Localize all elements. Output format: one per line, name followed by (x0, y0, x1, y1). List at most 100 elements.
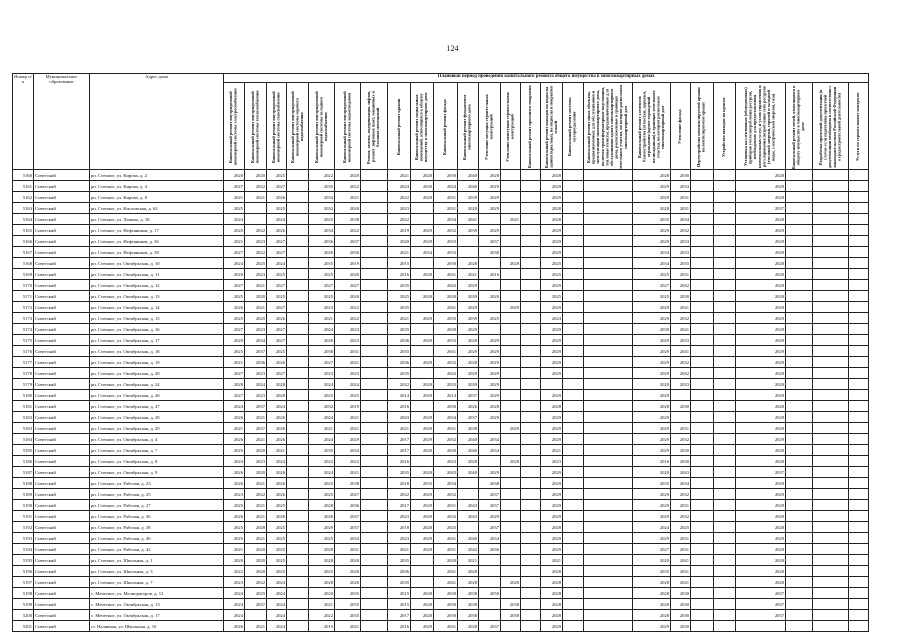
year-cell: 2026 (266, 422, 287, 434)
municipality-cell: Советский (33, 378, 90, 390)
year-cell (360, 235, 388, 247)
year-cell: 2034 (478, 444, 501, 456)
row-number: 5169 (12, 268, 34, 280)
year-cell (360, 576, 388, 588)
municipality-cell: Советский (33, 554, 90, 566)
year-cell: 2029 (735, 356, 786, 368)
header-number: Номер п/п (12, 73, 34, 170)
year-cell (562, 422, 584, 434)
row-number: 5182 (12, 411, 34, 423)
year-cell: 2028 (457, 334, 479, 346)
year-cell: 2030 (670, 169, 691, 181)
year-cell: 2033 (670, 246, 691, 258)
header-work-type: Утепление несущих строительных конструкц… (478, 82, 501, 170)
year-cell: 2020 (223, 554, 245, 566)
header-work-type-label: Капитальный ремонт выходов на подвалы зд… (543, 86, 558, 168)
year-cell: 2029 (540, 323, 563, 335)
year-cell: 2029 (735, 334, 786, 346)
year-cell: 2033 (670, 378, 691, 390)
year-cell (360, 290, 388, 302)
year-cell (520, 466, 541, 478)
year-cell: 2016 (387, 620, 411, 632)
year-cell: 2021 (223, 235, 245, 247)
year-cell: 2025 (266, 499, 287, 511)
year-cell (785, 191, 813, 203)
year-cell (562, 246, 584, 258)
year-cell: 2029 (540, 433, 563, 445)
year-cell (785, 345, 813, 357)
year-cell (500, 400, 521, 412)
year-cell: 2024 (308, 466, 335, 478)
year-cell (847, 532, 870, 544)
year-cell: 2024 (266, 213, 287, 225)
address-cell: рп. Степное, ул. Рабочая, д. 40 (89, 532, 224, 544)
municipality-cell: Советский (33, 565, 90, 577)
year-cell: 2029 (735, 246, 786, 258)
year-cell (286, 466, 309, 478)
year-cell: 2027 (223, 180, 245, 192)
table-row: 5184 Советский рп. Степное, ул. Октябрьска… (12, 433, 870, 445)
year-cell: 2041 (670, 554, 691, 566)
year-cell (812, 367, 849, 379)
table-row: 5200 Советский с. Мечетное, ул. Октябрьска… (12, 609, 870, 621)
row-number: 5179 (12, 378, 34, 390)
year-cell (583, 510, 633, 522)
year-cell (286, 433, 309, 445)
year-cell: 2025 (670, 521, 691, 533)
year-cell (690, 477, 714, 489)
row-number: 5170 (12, 279, 34, 291)
year-cell: 2025 (308, 290, 335, 302)
year-cell: 2037 (478, 620, 501, 632)
header-work-type: Капитальный ремонт подвальных помещений,… (410, 82, 434, 170)
year-cell (713, 422, 736, 434)
year-cell (583, 389, 633, 401)
year-cell: 2037 (478, 499, 501, 511)
year-cell (583, 543, 633, 555)
year-cell: 2032 (670, 488, 691, 500)
year-cell: 2029 (735, 367, 786, 379)
year-cell (520, 334, 541, 346)
year-cell (500, 488, 521, 500)
year-cell: 2022 (334, 224, 361, 236)
year-cell (713, 202, 736, 214)
year-cell: 2024 (223, 609, 245, 621)
year-cell (713, 587, 736, 599)
year-cell: 2036 (244, 356, 267, 368)
year-cell: 2027 (632, 279, 671, 291)
year-cell (286, 444, 309, 456)
year-cell (713, 290, 736, 302)
year-cell: 2020 (334, 268, 361, 280)
year-cell (500, 334, 521, 346)
year-cell: 2028 (223, 378, 245, 390)
municipality-cell: Советский (33, 466, 90, 478)
year-cell (520, 323, 541, 335)
row-number: 5198 (12, 587, 34, 599)
year-cell (478, 609, 501, 621)
year-cell: 2028 (457, 455, 479, 467)
year-cell: 2036 (334, 499, 361, 511)
year-cell (713, 356, 736, 368)
year-cell: 2029 (540, 510, 563, 522)
year-cell (785, 477, 813, 489)
year-cell (812, 455, 849, 467)
year-cell: 2040 (457, 180, 479, 192)
year-cell: 2028 (735, 268, 786, 280)
year-cell: 2025 (266, 202, 287, 214)
year-cell: 2028 (540, 609, 563, 621)
year-cell (847, 444, 870, 456)
year-cell (847, 477, 870, 489)
table-row: 5199 Советский с. Мечетное, ул. Октябрьска… (12, 598, 870, 610)
year-cell: 2040 (457, 532, 479, 544)
year-cell: 2025 (632, 290, 671, 302)
year-cell: 2040 (457, 433, 479, 445)
year-cell: 2041 (670, 345, 691, 357)
year-cell: 2029 (540, 466, 563, 478)
year-cell (478, 279, 501, 291)
header-work-type-label: Капитальный ремонт фасада (442, 99, 448, 155)
year-cell (785, 499, 813, 511)
year-cell (785, 411, 813, 423)
address-cell: рп. Степное, ул. Октябрьская, д. 7 (89, 444, 224, 456)
year-cell: 2021 (334, 356, 361, 368)
year-cell: 2038 (457, 587, 479, 599)
row-number: 5164 (12, 213, 34, 225)
